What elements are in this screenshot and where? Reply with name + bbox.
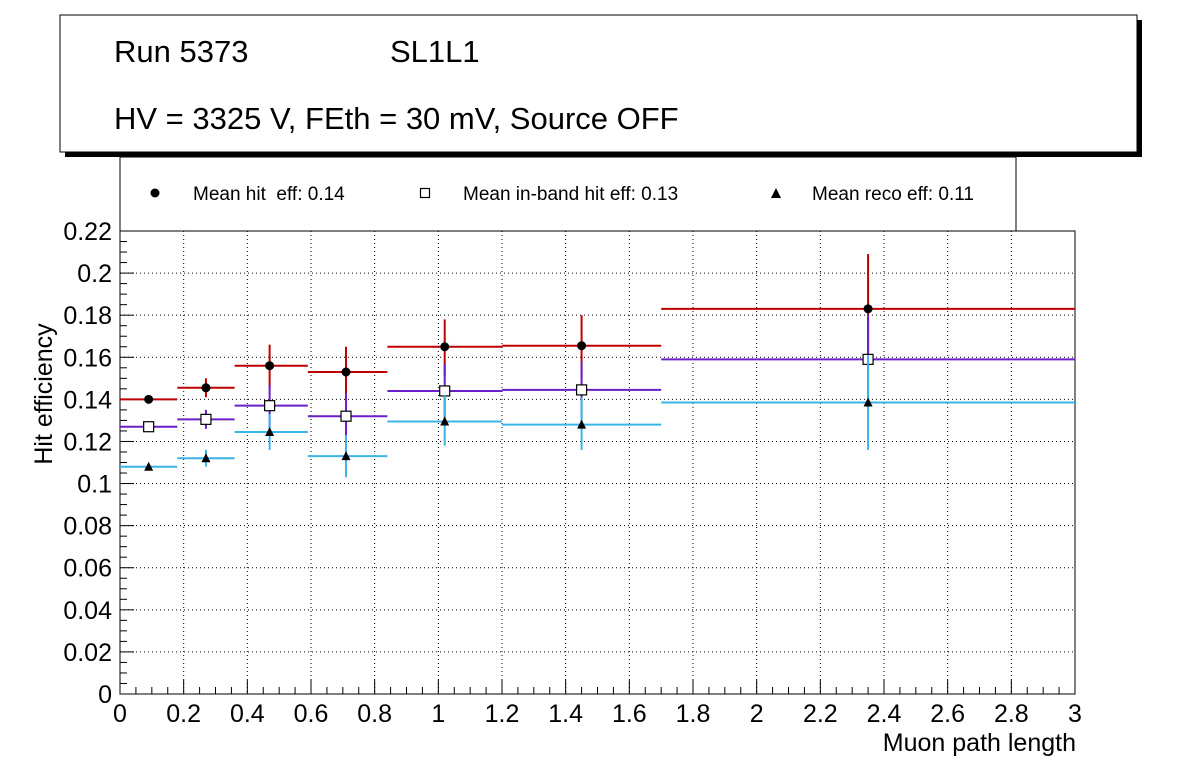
y-tick-label: 0.2 bbox=[77, 260, 112, 288]
header-box bbox=[59, 14, 1138, 153]
data-point bbox=[577, 419, 587, 429]
x-tick-label: 0.8 bbox=[357, 700, 392, 728]
legend-label-inband-eff: Mean in-band hit eff: 0.13 bbox=[463, 184, 678, 205]
data-point bbox=[265, 361, 275, 371]
x-tick-label: 0.6 bbox=[294, 700, 329, 728]
x-tick-label: 1.4 bbox=[548, 700, 583, 728]
data-point bbox=[144, 394, 154, 404]
data-point bbox=[440, 342, 450, 352]
grid-layer bbox=[120, 231, 1075, 694]
legend-marker-square bbox=[419, 187, 431, 199]
y-tick-label: 0.22 bbox=[63, 218, 112, 246]
x-tick-label: 0.4 bbox=[230, 700, 265, 728]
x-axis-title: Muon path length bbox=[883, 729, 1076, 757]
x-tick-label: 0 bbox=[113, 700, 127, 728]
data-point bbox=[341, 367, 351, 377]
conditions-label: HV = 3325 V, FEth = 30 mV, Source OFF bbox=[114, 101, 679, 136]
y-tick-label: 0.08 bbox=[63, 513, 112, 541]
series-2 bbox=[120, 355, 1075, 478]
legend-label-hit-eff: Mean hit eff: 0.14 bbox=[193, 184, 345, 205]
series-layer bbox=[120, 254, 1075, 478]
data-point bbox=[264, 400, 276, 412]
data-point bbox=[144, 461, 154, 471]
data-point bbox=[439, 385, 451, 397]
run-label: Run 5373 bbox=[114, 34, 248, 69]
x-tick-label: 3 bbox=[1068, 700, 1082, 728]
y-tick-label: 0.06 bbox=[63, 555, 112, 583]
y-axis-title: Hit efficiency bbox=[30, 323, 58, 465]
data-point bbox=[577, 341, 587, 351]
y-tick-label: 0.18 bbox=[63, 302, 112, 330]
x-tick-label: 1 bbox=[431, 700, 445, 728]
data-point bbox=[200, 413, 212, 425]
data-point bbox=[440, 416, 450, 426]
legend-marker-circle bbox=[150, 188, 160, 198]
x-tick-label: 2.2 bbox=[803, 700, 838, 728]
x-tick-label: 2.4 bbox=[867, 700, 902, 728]
legend-marker-triangle bbox=[771, 188, 781, 198]
data-point bbox=[340, 410, 352, 422]
y-tick-label: 0.02 bbox=[63, 639, 112, 667]
x-tick-label: 1.2 bbox=[485, 700, 520, 728]
data-point bbox=[265, 426, 275, 436]
x-tick-label: 1.8 bbox=[676, 700, 711, 728]
y-tick-label: 0.12 bbox=[63, 428, 112, 456]
data-point bbox=[341, 451, 351, 461]
y-tick-label: 0.04 bbox=[63, 597, 112, 625]
data-point bbox=[143, 421, 155, 433]
legend-item-hit-eff: Mean hit eff: 0.14 bbox=[150, 184, 345, 205]
legend-box bbox=[119, 156, 1017, 232]
chamber-label: SL1L1 bbox=[390, 34, 480, 69]
x-tick-label: 2.6 bbox=[930, 700, 965, 728]
series-1 bbox=[120, 315, 1075, 440]
data-point bbox=[863, 304, 873, 314]
data-point bbox=[201, 453, 211, 463]
data-point bbox=[201, 383, 211, 393]
legend-label-reco-eff: Mean reco eff: 0.11 bbox=[812, 184, 974, 205]
x-tick-label: 1.6 bbox=[612, 700, 647, 728]
data-point bbox=[575, 384, 588, 396]
series-0 bbox=[120, 254, 1075, 404]
y-tick-label: 0.16 bbox=[63, 344, 112, 372]
x-tick-label: 0.2 bbox=[166, 700, 201, 728]
x-tick-label: 2 bbox=[750, 700, 764, 728]
legend-item-reco-eff: Mean reco eff: 0.11 bbox=[771, 184, 974, 205]
y-tick-label: 0 bbox=[98, 681, 112, 709]
y-tick-label: 0.14 bbox=[63, 386, 112, 414]
plot-frame bbox=[119, 230, 1076, 695]
x-tick-label: 2.8 bbox=[994, 700, 1029, 728]
data-point bbox=[863, 397, 873, 407]
y-tick-label: 0.1 bbox=[77, 471, 112, 499]
axis-layer: 0 0.2 0.4 0.6 0.8 1 1.2 1.4 1.6 1.8 2 2.2 2.4 2.6 2.8 3… bbox=[63, 218, 1082, 728]
legend-item-inband-eff: Mean in-band hit eff: 0.13 bbox=[419, 184, 678, 205]
